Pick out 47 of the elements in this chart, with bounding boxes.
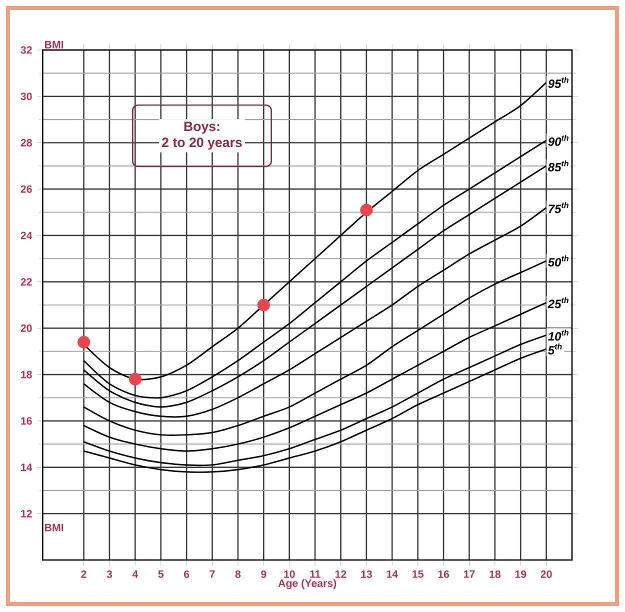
series-label: 90$^{th}$ — [548, 134, 568, 146]
point — [360, 204, 373, 216]
point — [78, 336, 90, 348]
point — [128, 372, 142, 386]
x-tick-label: 14 — [386, 570, 398, 578]
y-tick-label: 28 — [20, 138, 32, 147]
y-tick-label: 22 — [20, 278, 32, 286]
x-tick-label: 8 — [235, 570, 241, 578]
y-axis-title: BMI — [44, 524, 64, 532]
y-tick-label: 12 — [21, 510, 32, 518]
x-tick-label: 17 — [464, 570, 475, 578]
series-label: 75$^{th}$ — [548, 202, 568, 214]
x-tick-label: 20 — [540, 570, 552, 578]
x-axis-title: Age (Years) — [278, 579, 336, 590]
x-tick-label: 10 — [284, 570, 295, 578]
x-tick-label: 18 — [490, 570, 501, 578]
x-tick-label: 11 — [310, 570, 320, 578]
series-label: 95$^{th}$ — [548, 76, 568, 88]
point — [257, 298, 270, 312]
x-tick-label: 6 — [184, 570, 190, 578]
y-tick-label: 24 — [20, 232, 32, 240]
x-tick-label: 12 — [335, 570, 346, 578]
x-tick-label: 3 — [106, 570, 112, 578]
y-tick-label: 26 — [20, 185, 32, 193]
y-tick-label: 16 — [21, 417, 32, 425]
y-tick-label: 20 — [20, 324, 32, 332]
x-tick-label: 19 — [515, 570, 526, 578]
y-tick-label: 30 — [20, 92, 32, 100]
series-label: 10$^{th}$ — [548, 330, 568, 341]
x-tick-label: 9 — [261, 570, 266, 578]
x-tick-label: 16 — [438, 570, 450, 578]
text: Boys: — [184, 122, 220, 134]
series-label: 5$^{th}$ — [548, 344, 562, 355]
series-label: 25$^{th}$ — [548, 297, 568, 308]
text: BMI — [44, 41, 64, 48]
text: 2 to 20 years — [162, 138, 242, 150]
x-tick-label: 5 — [158, 570, 164, 578]
x-tick-label: 4 — [132, 570, 138, 578]
x-tick-label: 2 — [81, 570, 86, 578]
series-label: 50$^{th}$ — [548, 255, 568, 266]
y-tick-label: 14 — [21, 464, 32, 471]
y-tick-label: 32 — [20, 46, 32, 54]
x-tick-label: 15 — [412, 570, 424, 578]
x-tick-label: 13 — [361, 570, 372, 578]
y-tick-label: 18 — [21, 370, 32, 378]
series-label: 85$^{th}$ — [548, 160, 568, 172]
x-tick-label: 7 — [210, 570, 215, 578]
